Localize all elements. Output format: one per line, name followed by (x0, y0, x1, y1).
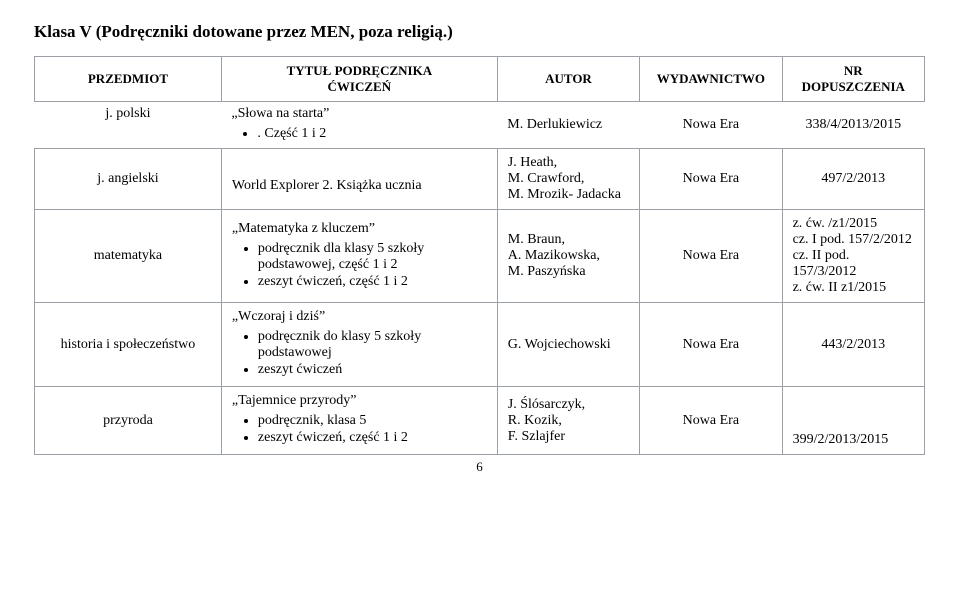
bullet: podręcznik, klasa 5 (258, 413, 487, 429)
cell-publisher: Nowa Era (640, 210, 782, 303)
cell-title: „Słowa na starta” . Część 1 i 2 (221, 102, 497, 149)
cell-publisher: Nowa Era (640, 102, 782, 149)
author-line: M. Paszyńska (508, 264, 629, 280)
cell-subject: matematyka (35, 210, 222, 303)
cell-title: „Wczoraj i dziś” podręcznik do klasy 5 s… (221, 303, 497, 387)
col-publisher: WYDAWNICTWO (640, 57, 782, 102)
cell-author: G. Wojciechowski (497, 303, 639, 387)
page-title: Klasa V (Podręczniki dotowane przez MEN,… (34, 22, 925, 42)
title-intro: „Tajemnice przyrody” (232, 393, 487, 409)
cell-number: 497/2/2013 (782, 149, 924, 210)
bullet: zeszyt ćwiczeń (258, 362, 487, 378)
col-subject: PRZEDMIOT (35, 57, 222, 102)
col-title-line2: ĆWICZEŃ (232, 79, 487, 95)
cell-subject: j. angielski (35, 149, 222, 210)
cell-number: 399/2/2013/2015 (782, 387, 924, 455)
bullet: . Część 1 i 2 (257, 126, 487, 142)
author-line: J. Heath, (508, 155, 629, 171)
cell-author: J. Ślósarczyk, R. Kozik, F. Szlajfer (497, 387, 639, 455)
cell-publisher: Nowa Era (640, 149, 782, 210)
cell-number: 443/2/2013 (782, 303, 924, 387)
table-row: j. angielski World Explorer 2. Książka u… (35, 149, 925, 210)
bullet: zeszyt ćwiczeń, część 1 i 2 (258, 430, 487, 446)
table-row: historia i społeczeństwo „Wczoraj i dziś… (35, 303, 925, 387)
title-intro: „Matematyka z kluczem” (232, 221, 487, 237)
cell-publisher: Nowa Era (640, 303, 782, 387)
cell-subject: historia i społeczeństwo (35, 303, 222, 387)
cell-author: M. Derlukiewicz (497, 102, 639, 149)
cell-title: „Tajemnice przyrody” podręcznik, klasa 5… (221, 387, 497, 455)
col-title: TYTUŁ PODRĘCZNIKA ĆWICZEŃ (221, 57, 497, 102)
author-line: A. Mazikowska, (508, 248, 629, 264)
author-line: R. Kozik, (508, 413, 629, 429)
number-line: cz. II pod. 157/3/2012 (793, 248, 914, 280)
col-number: NR DOPUSZCZENIA (782, 57, 924, 102)
table-row: przyroda „Tajemnice przyrody” podręcznik… (35, 387, 925, 455)
cell-author: M. Braun, A. Mazikowska, M. Paszyńska (497, 210, 639, 303)
author-line: M. Mrozik- Jadacka (508, 187, 629, 203)
bullet: zeszyt ćwiczeń, część 1 i 2 (258, 274, 487, 290)
author-line: M. Braun, (508, 232, 629, 248)
cell-author: J. Heath, M. Crawford, M. Mrozik- Jadack… (497, 149, 639, 210)
cell-subject: j. polski (35, 102, 222, 149)
table-row: matematyka „Matematyka z kluczem” podręc… (35, 210, 925, 303)
cell-title: World Explorer 2. Książka ucznia (221, 149, 497, 210)
number-line: cz. I pod. 157/2/2012 (793, 232, 914, 248)
author-line: M. Crawford, (508, 171, 629, 187)
table-header-row: PRZEDMIOT TYTUŁ PODRĘCZNIKA ĆWICZEŃ AUTO… (35, 57, 925, 102)
table-row: j. polski „Słowa na starta” . Część 1 i … (35, 102, 925, 149)
cell-publisher: Nowa Era (640, 387, 782, 455)
title-intro: „Słowa na starta” (231, 106, 487, 122)
number-line: z. ćw. /z1/2015 (793, 216, 914, 232)
page-number: 6 (34, 459, 925, 475)
cell-subject: przyroda (35, 387, 222, 455)
author-line: F. Szlajfer (508, 429, 629, 445)
col-title-line1: TYTUŁ PODRĘCZNIKA (232, 63, 487, 79)
cell-number: 338/4/2013/2015 (782, 102, 924, 149)
title-intro: „Wczoraj i dziś” (232, 309, 487, 325)
title-intro: World Explorer 2. Książka ucznia (232, 178, 487, 194)
cell-title: „Matematyka z kluczem” podręcznik dla kl… (221, 210, 497, 303)
cell-number: z. ćw. /z1/2015 cz. I pod. 157/2/2012 cz… (782, 210, 924, 303)
bullet: podręcznik do klasy 5 szkoły podstawowej (258, 329, 487, 361)
textbook-table: PRZEDMIOT TYTUŁ PODRĘCZNIKA ĆWICZEŃ AUTO… (34, 56, 925, 455)
col-author: AUTOR (497, 57, 639, 102)
author-line: J. Ślósarczyk, (508, 397, 629, 413)
bullet: podręcznik dla klasy 5 szkoły podstawowe… (258, 241, 487, 273)
number-line: z. ćw. II z1/2015 (793, 280, 914, 296)
